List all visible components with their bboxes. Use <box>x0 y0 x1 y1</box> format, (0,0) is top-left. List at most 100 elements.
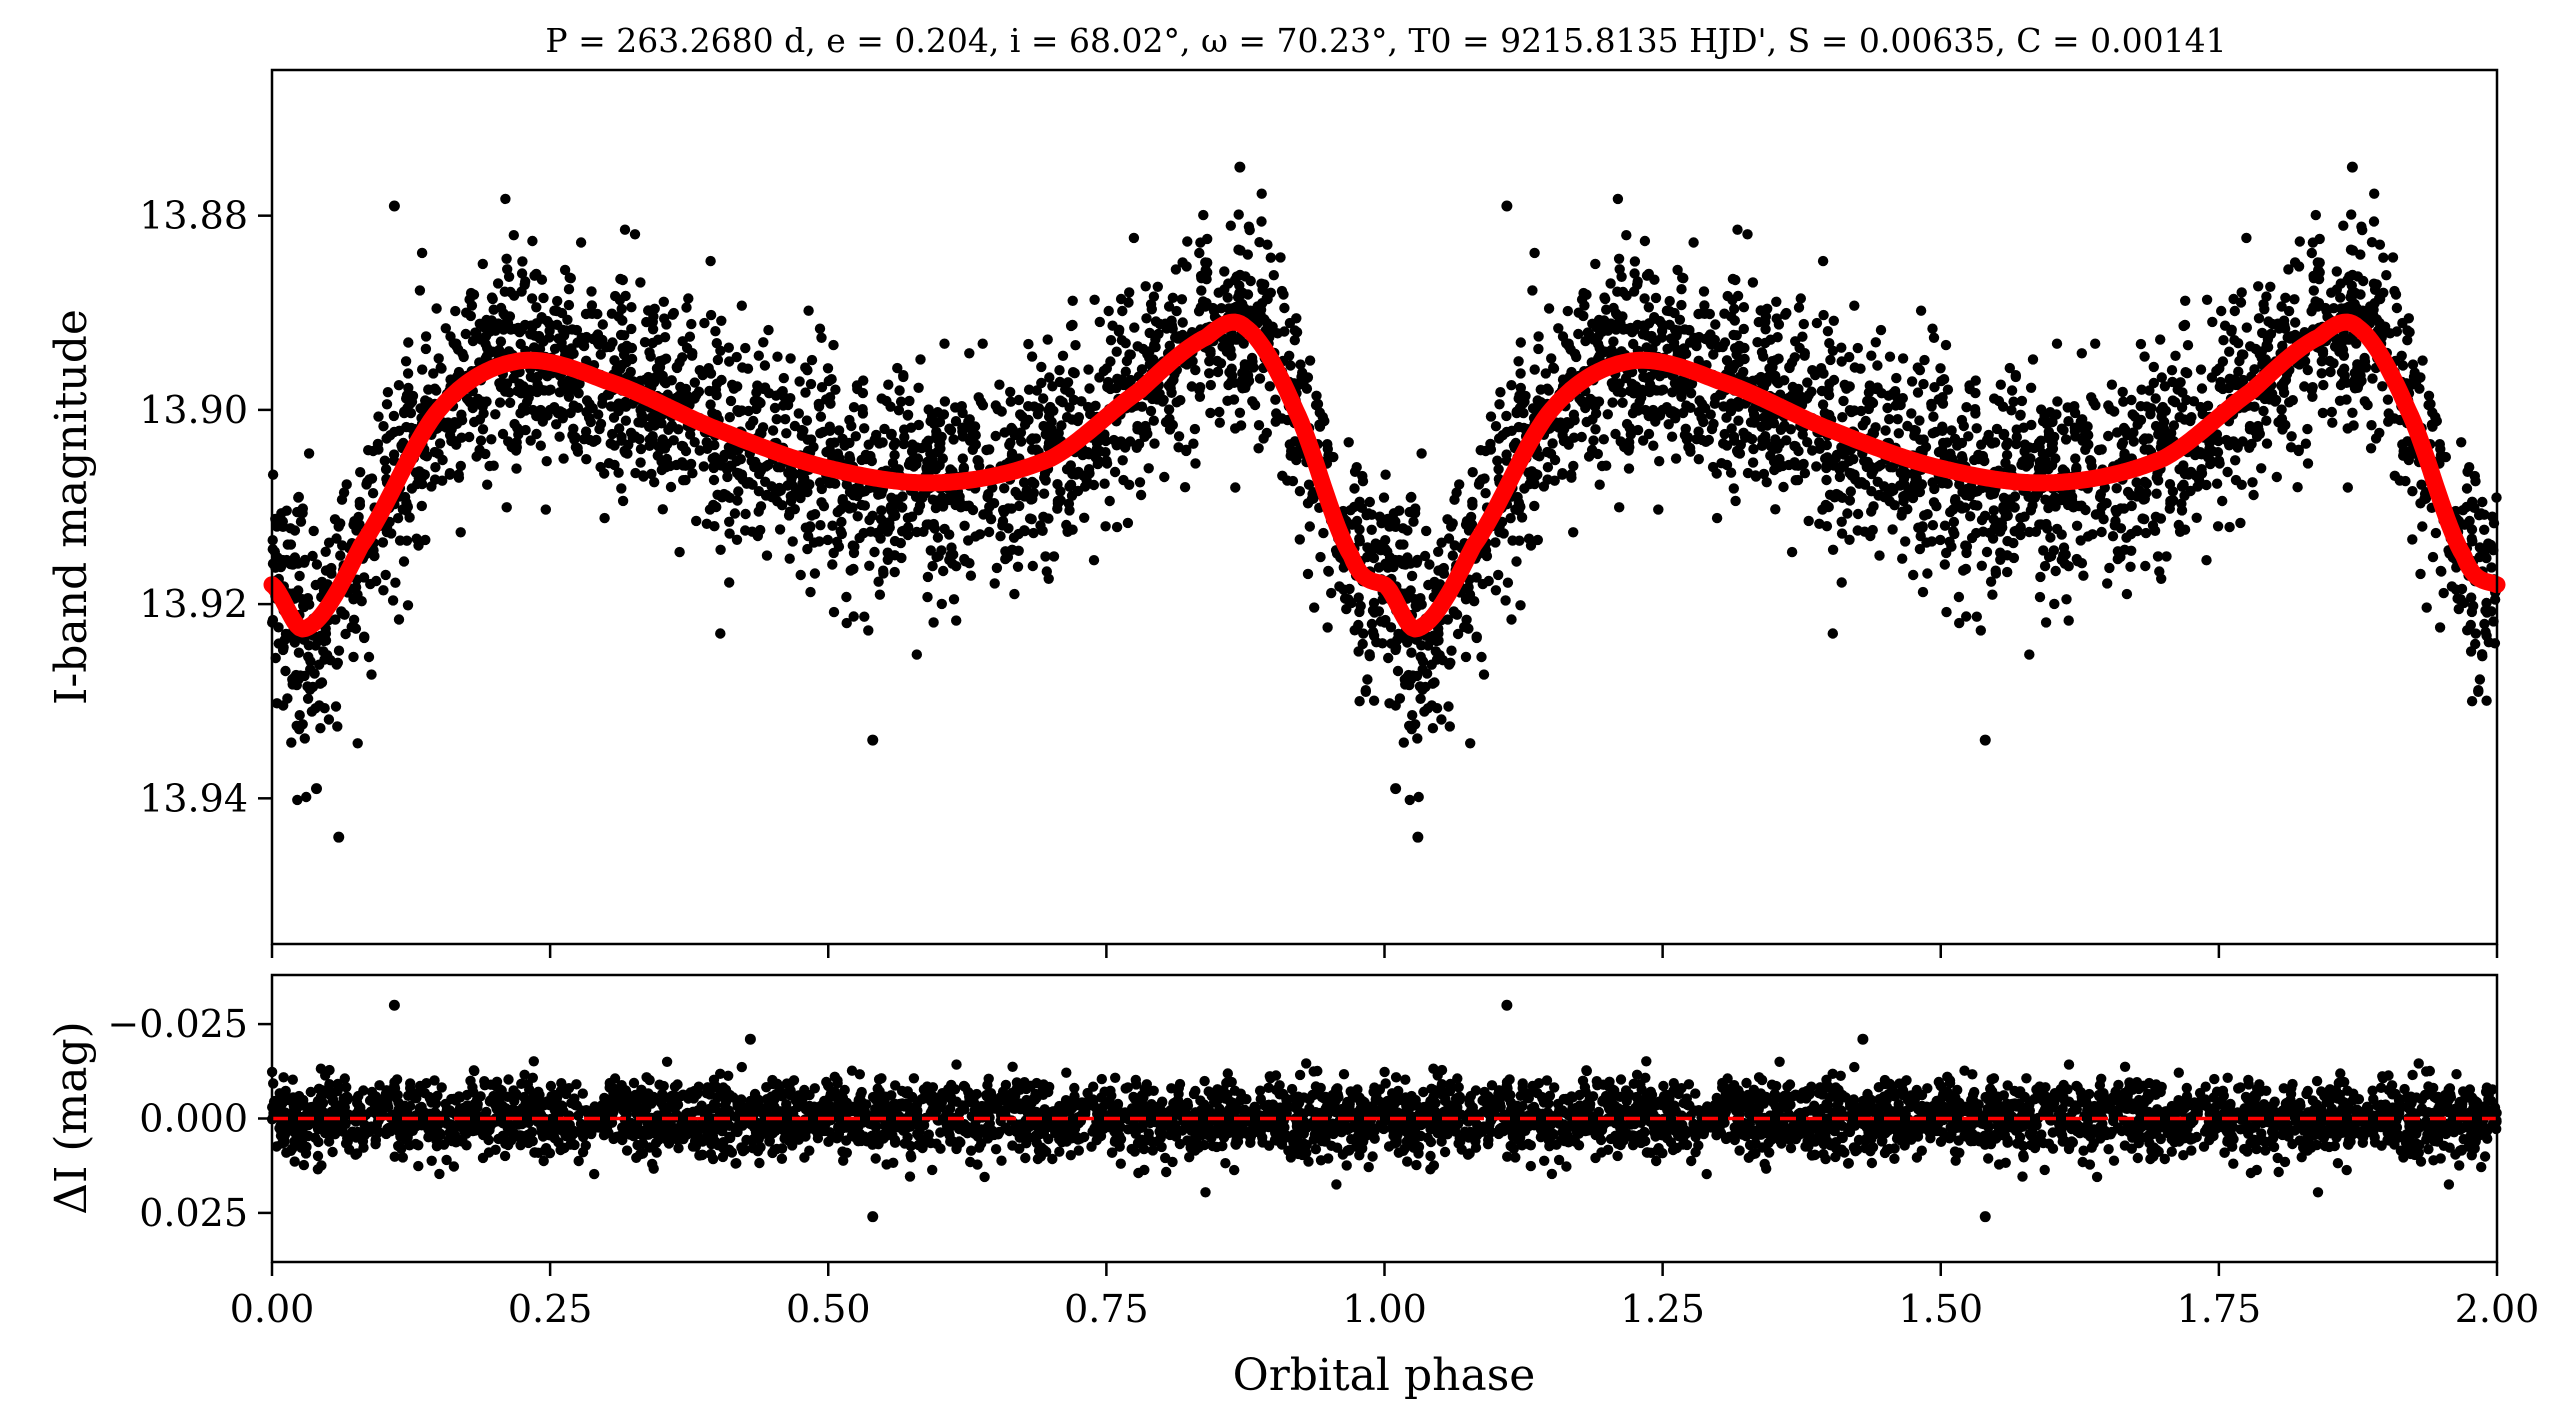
light-curve-point <box>917 492 928 503</box>
light-curve-point <box>363 651 375 663</box>
light-curve-point <box>759 360 771 371</box>
light-curve-point <box>1143 463 1154 474</box>
light-curve-point <box>1817 504 1828 515</box>
light-curve-point <box>2327 417 2338 428</box>
light-curve-point <box>1117 305 1128 317</box>
light-curve-point <box>1415 593 1426 604</box>
light-curve-point <box>886 428 897 440</box>
light-curve-point <box>1471 631 1482 642</box>
light-curve-point <box>1935 534 1946 546</box>
light-curve-point <box>2160 405 2171 416</box>
light-curve-point <box>400 356 412 367</box>
light-curve-point <box>2149 525 2161 536</box>
light-curve-point <box>1807 445 1818 456</box>
light-curve-point <box>1506 380 1517 391</box>
light-curve-point <box>1685 402 1696 413</box>
light-curve-point <box>659 443 671 454</box>
light-curve-point <box>761 550 773 561</box>
light-curve-point <box>913 419 924 431</box>
light-curve-point <box>1252 308 1263 319</box>
light-curve-point <box>2182 340 2194 351</box>
light-curve-point <box>1852 342 1864 354</box>
top-y-axis-label: I-band magnitude <box>46 309 97 705</box>
light-curve-point <box>2364 308 2375 319</box>
light-curve-point <box>1148 354 1159 365</box>
light-curve-point <box>1562 305 1574 317</box>
top-y-tick-label: 13.94 <box>139 776 248 820</box>
light-curve-point <box>1231 271 1243 282</box>
light-curve-point <box>1195 302 1207 313</box>
light-curve-point <box>1721 412 1732 423</box>
light-curve-point <box>1532 469 1543 480</box>
light-curve-point <box>635 443 647 455</box>
light-curve-point <box>619 224 631 235</box>
light-curve-point <box>2394 475 2405 486</box>
light-curve-point <box>1588 435 1599 446</box>
light-curve-point <box>403 337 414 348</box>
light-curve-point <box>922 571 934 583</box>
light-curve-point <box>1682 432 1694 443</box>
light-curve-point <box>1036 377 1047 389</box>
light-curve-point <box>2467 536 2478 547</box>
light-curve-point <box>2179 524 2191 535</box>
light-curve-point <box>859 500 870 511</box>
light-curve-point <box>1726 402 1737 413</box>
light-curve-point <box>1205 407 1216 419</box>
light-curve-point <box>2256 463 2267 474</box>
light-curve-point <box>1742 229 1753 240</box>
light-curve-point <box>2366 237 2378 248</box>
light-curve-point <box>1481 550 1493 562</box>
light-curve-point <box>2403 454 2414 466</box>
light-curve-point <box>1360 686 1372 697</box>
light-curve-point <box>2473 510 2485 521</box>
light-curve-point <box>1602 324 1613 336</box>
light-curve-point <box>1152 281 1164 292</box>
light-curve-point <box>1234 407 1246 418</box>
light-curve-point <box>892 362 903 374</box>
light-curve-point <box>639 374 651 385</box>
light-curve-point <box>898 438 909 450</box>
light-curve-point <box>1656 325 1668 337</box>
light-curve-point <box>449 436 461 447</box>
light-curve-point <box>1257 284 1268 295</box>
light-curve-point <box>1222 292 1233 303</box>
light-curve-point <box>1785 424 1797 435</box>
light-curve-point <box>1253 443 1264 454</box>
light-curve-point <box>1722 290 1733 302</box>
light-curve-point <box>390 577 401 588</box>
light-curve-point <box>1163 404 1175 415</box>
light-curve-point <box>999 483 1010 494</box>
light-curve-point <box>1118 474 1129 486</box>
light-curve-point <box>2051 338 2063 349</box>
light-curve-point <box>878 568 889 579</box>
light-curve-point <box>2325 366 2336 378</box>
light-curve-point <box>369 550 380 562</box>
light-curve-point <box>373 411 384 422</box>
light-curve-point <box>1349 483 1360 494</box>
light-curve-point <box>626 323 637 335</box>
light-curve-point <box>605 438 616 449</box>
light-curve-point <box>895 537 906 549</box>
light-curve-point <box>1398 539 1409 550</box>
light-curve-point <box>767 425 779 436</box>
light-curve-point <box>488 460 499 471</box>
light-curve-point <box>2008 537 2019 549</box>
light-curve-point <box>1023 338 1034 350</box>
light-curve-point <box>277 556 288 567</box>
light-curve-point <box>609 355 620 366</box>
light-curve-point <box>1734 448 1746 459</box>
light-curve-point <box>2164 503 2175 514</box>
light-curve-point <box>2063 416 2074 427</box>
light-curve-point <box>563 284 575 295</box>
light-curve-point <box>724 528 735 539</box>
light-curve-point <box>464 431 475 443</box>
light-curve-point <box>1793 302 1805 313</box>
light-curve-point <box>592 329 604 340</box>
light-curve-point <box>431 385 442 396</box>
light-curve-point <box>495 302 507 314</box>
light-curve-point <box>1593 331 1604 342</box>
light-curve-point <box>303 448 315 459</box>
light-curve-point <box>1781 307 1792 319</box>
light-curve-point <box>1289 335 1301 346</box>
light-curve-point <box>2118 396 2129 407</box>
